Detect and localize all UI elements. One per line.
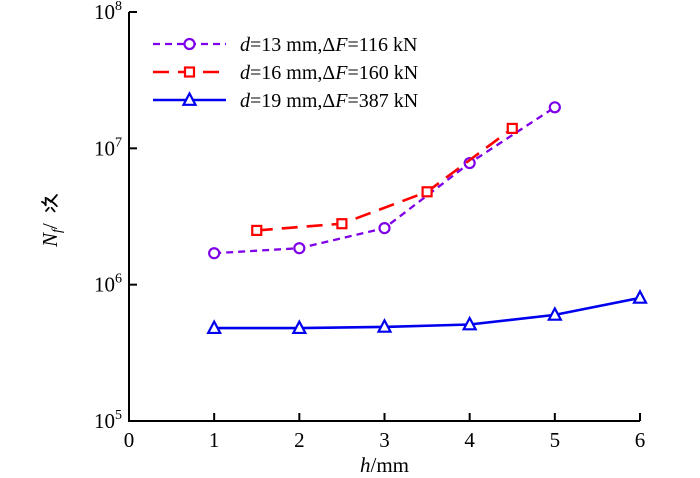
svg-text:Nf/: Nf/ (38, 223, 65, 248)
x-tick-label: 2 (294, 428, 305, 452)
y-tick-label: 106 (94, 272, 122, 297)
triangle-marker (632, 289, 648, 304)
triangle-marker (376, 318, 393, 333)
x-axis-label: h/mm (360, 453, 409, 477)
square-marker (336, 218, 348, 230)
series-square (251, 122, 518, 237)
square-marker (506, 122, 518, 135)
y-tick-label: 108 (94, 0, 122, 24)
x-tick-label: 1 (209, 428, 220, 452)
x-tick-label: 0 (124, 428, 135, 452)
triangle-marker (547, 306, 563, 321)
circle-marker (378, 221, 391, 235)
x-tick-label: 4 (464, 428, 475, 452)
legend-item: d=13 mm,ΔF=116 kN (153, 34, 417, 56)
triangle-marker (206, 319, 222, 335)
square-marker (251, 224, 263, 237)
legend-label: d=16 mm,ΔF=160 kN (240, 62, 418, 84)
series-line (214, 296, 641, 330)
series-triangle (206, 289, 648, 335)
cjk-ci-glyph (41, 194, 58, 213)
legend-label: d=19 mm,ΔF=387 kN (240, 90, 418, 112)
legend: d=13 mm,ΔF=116 kN d=16 mm,ΔF=160 kN d=19 m… (153, 34, 418, 112)
y-axis-label: Nf/ (38, 194, 65, 248)
circle-marker (548, 101, 561, 114)
y-tick-label: 105 (94, 408, 122, 433)
circle-marker (208, 247, 221, 260)
circle-marker (293, 242, 306, 255)
square-marker (183, 66, 196, 78)
y-axis: 105 106 107 108 (94, 0, 137, 433)
series-line (256, 127, 514, 232)
square-marker (421, 186, 433, 198)
circle-marker (183, 37, 196, 51)
triangle-marker (461, 315, 478, 331)
y-tick-label: 107 (94, 135, 122, 160)
legend-label: d=13 mm,ΔF=116 kN (240, 34, 417, 56)
triangle-marker (291, 319, 308, 335)
x-axis: 0 1 2 3 4 5 6 (124, 413, 646, 452)
legend-item: d=16 mm,ΔF=160 kN (153, 62, 418, 84)
x-tick-label: 6 (635, 428, 646, 452)
series-circle (208, 101, 561, 260)
x-tick-label: 3 (379, 428, 390, 452)
x-tick-label: 5 (550, 428, 561, 452)
triangle-marker (181, 91, 198, 106)
legend-item: d=19 mm,ΔF=387 kN (153, 90, 418, 112)
